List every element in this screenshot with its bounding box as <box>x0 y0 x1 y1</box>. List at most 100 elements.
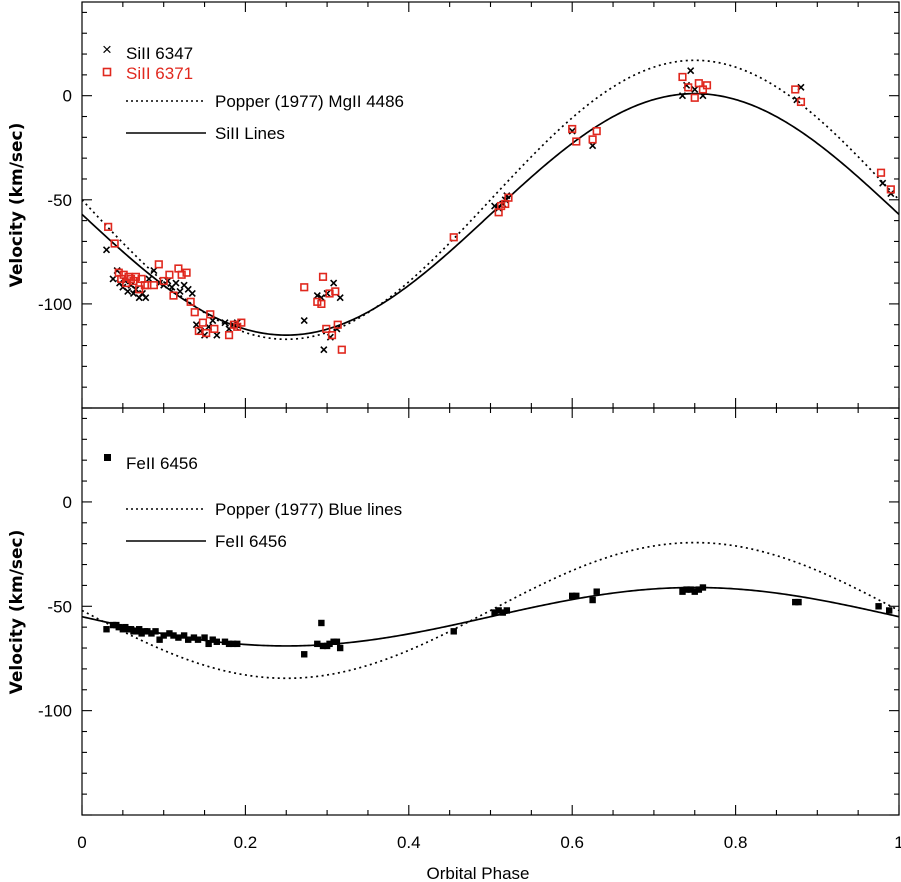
data-point-cross <box>192 321 200 329</box>
data-point-filled-square <box>301 651 308 658</box>
data-point-open-square <box>104 222 113 231</box>
data-point-open-square <box>317 299 326 308</box>
data-point-open-square <box>791 85 800 94</box>
data-point-cross <box>491 202 499 210</box>
data-point-cross <box>313 292 321 300</box>
data-point-filled-square <box>503 607 511 614</box>
data-point-filled-square <box>318 619 325 627</box>
data-point-filled-square <box>103 626 110 633</box>
y-tick-label-bottom: -50 <box>47 597 72 616</box>
legend-label-siII-6347: SiII 6347 <box>126 44 193 63</box>
y-tick-label-bottom: -100 <box>38 702 72 721</box>
data-point-filled-square <box>122 623 129 631</box>
data-point-filled-square <box>573 592 580 600</box>
data-point-cross <box>320 346 328 354</box>
data-point-cross <box>589 142 597 150</box>
data-point-open-square <box>325 289 334 298</box>
data-point-filled-square <box>175 634 182 641</box>
data-point-cross <box>887 189 895 198</box>
data-point-open-square <box>131 272 141 281</box>
plot-frame-top <box>81 1 900 409</box>
axes-top: -100 -50 0 <box>38 2 900 409</box>
legend-label-popper-blue: Popper (1977) Blue lines <box>215 500 402 519</box>
legend-marker-x: × <box>102 40 112 59</box>
data-point-cross <box>568 127 576 135</box>
data-point-cross <box>221 319 229 327</box>
data-point-open-square <box>224 331 234 340</box>
data-point-cross <box>213 331 221 339</box>
panel-bottom: -100 -50 0 Velocity (km/sec) FeII 6456 Pop… <box>7 407 900 816</box>
data-point-filled-square <box>885 607 893 614</box>
panel-top: -100 -50 0 Velocity (km/sec) × SiII 6347 S… <box>7 1 900 409</box>
data-point-open-square <box>177 270 186 279</box>
data-point-open-square <box>135 285 144 294</box>
data-point-open-square <box>327 331 337 340</box>
data-point-filled-square <box>695 586 703 593</box>
data-point-open-square <box>186 297 195 306</box>
data-point-cross <box>879 179 887 187</box>
data-point-filled-square <box>225 640 233 648</box>
legend-label-feII-6456-line: FeII 6456 <box>215 532 287 551</box>
data-point-open-square <box>110 239 119 248</box>
data-point-open-square <box>129 276 138 286</box>
data-point-open-square <box>206 310 215 319</box>
data-point-filled-square <box>152 628 159 635</box>
legend-marker-filled-square <box>104 454 111 461</box>
data-point-cross <box>317 294 325 302</box>
data-point-cross <box>109 275 117 283</box>
y-tick-label-top: -50 <box>47 191 72 210</box>
data-point-filled-square <box>209 636 216 643</box>
data-point-open-square <box>159 276 168 286</box>
data-point-filled-square <box>138 630 145 637</box>
data-point-open-square <box>198 318 208 327</box>
data-point-cross <box>176 287 184 295</box>
data-point-open-square <box>165 270 174 279</box>
data-point-open-square <box>568 124 577 134</box>
data-point-filled-square <box>156 636 163 643</box>
data-point-cross <box>142 294 150 302</box>
x-tick-label: 0.6 <box>560 833 584 852</box>
plot-frame-bottom <box>81 407 900 816</box>
data-point-open-square <box>182 268 191 277</box>
data-point-cross <box>172 279 180 287</box>
data-point-open-square <box>588 135 597 144</box>
data-point-filled-square <box>326 640 333 648</box>
axes-bottom: -100 -50 0 <box>38 408 900 816</box>
data-points-bottom <box>103 584 893 658</box>
data-point-open-square <box>331 287 340 296</box>
data-point-filled-square <box>589 596 596 604</box>
data-point-filled-square <box>593 588 600 595</box>
data-point-open-square <box>322 324 331 333</box>
y-tick-label-bottom: 0 <box>63 493 72 512</box>
data-point-open-square <box>702 81 712 90</box>
model-curves-bottom <box>81 541 900 680</box>
data-point-filled-square <box>491 609 498 616</box>
data-point-open-square <box>678 72 687 82</box>
data-point-open-square <box>796 97 806 107</box>
data-point-filled-square <box>450 628 457 635</box>
data-point-cross <box>150 267 158 275</box>
data-point-cross <box>188 289 196 298</box>
data-point-open-square <box>333 320 342 329</box>
data-point-cross <box>323 289 331 298</box>
data-point-filled-square <box>495 607 502 614</box>
data-point-filled-square <box>213 638 221 645</box>
xlabel: Orbital Phase <box>427 864 530 882</box>
data-point-open-square <box>504 193 513 202</box>
data-points-top <box>102 67 895 354</box>
data-point-filled-square <box>333 638 341 645</box>
data-point-open-square <box>210 324 219 333</box>
data-point-filled-square <box>679 588 686 595</box>
x-tick-label: 0.2 <box>234 833 258 852</box>
data-point-filled-square <box>115 623 122 631</box>
data-point-filled-square <box>170 632 177 639</box>
data-point-filled-square <box>229 640 237 648</box>
y-tick-label-top: -100 <box>38 295 72 314</box>
ylabel-top: Velocity (km/sec) <box>7 123 27 288</box>
data-point-filled-square <box>180 632 188 639</box>
x-tick-label: 0.4 <box>397 833 421 852</box>
data-point-filled-square <box>314 640 321 648</box>
data-point-filled-square <box>201 634 208 641</box>
data-point-filled-square <box>683 586 690 593</box>
